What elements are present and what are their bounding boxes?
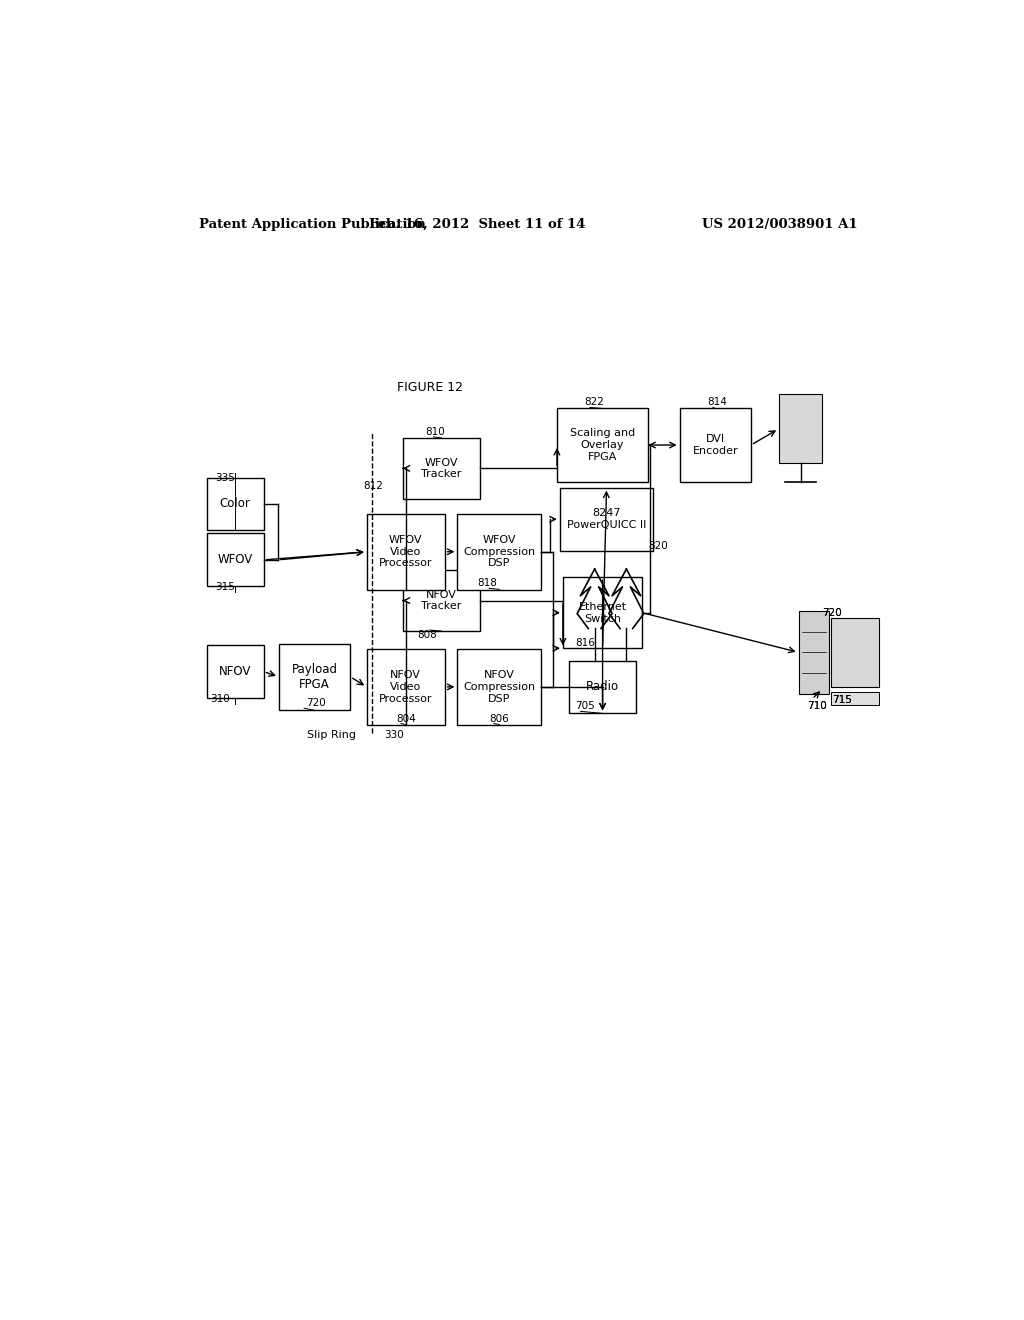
Text: 710: 710 [807, 701, 827, 711]
Text: Scaling and
Overlay
FPGA: Scaling and Overlay FPGA [570, 429, 635, 462]
Text: 810: 810 [426, 426, 445, 437]
FancyBboxPatch shape [367, 513, 444, 590]
Text: 315: 315 [215, 582, 236, 593]
FancyBboxPatch shape [279, 644, 350, 710]
Text: 822: 822 [585, 397, 604, 408]
Text: WFOV: WFOV [217, 553, 253, 566]
Text: 720: 720 [822, 607, 842, 618]
FancyBboxPatch shape [831, 692, 879, 705]
FancyBboxPatch shape [569, 660, 636, 713]
Text: 818: 818 [477, 578, 497, 589]
FancyBboxPatch shape [402, 570, 480, 631]
FancyBboxPatch shape [563, 577, 642, 648]
Text: 310: 310 [210, 694, 229, 704]
Text: 816: 816 [574, 639, 595, 648]
Text: WFOV
Tracker: WFOV Tracker [421, 458, 462, 479]
Text: DVI
Encoder: DVI Encoder [692, 434, 738, 455]
FancyBboxPatch shape [367, 649, 444, 725]
FancyBboxPatch shape [402, 438, 480, 499]
Text: Slip Ring: Slip Ring [306, 730, 355, 739]
Text: 806: 806 [489, 714, 509, 723]
Text: FIGURE 12: FIGURE 12 [396, 380, 463, 393]
Text: 335: 335 [215, 474, 236, 483]
FancyBboxPatch shape [458, 513, 542, 590]
FancyBboxPatch shape [831, 618, 879, 686]
Text: 804: 804 [396, 714, 416, 723]
Text: US 2012/0038901 A1: US 2012/0038901 A1 [702, 218, 858, 231]
FancyBboxPatch shape [680, 408, 751, 482]
Text: 720: 720 [822, 607, 842, 618]
Text: 820: 820 [648, 541, 668, 550]
Text: Feb. 16, 2012  Sheet 11 of 14: Feb. 16, 2012 Sheet 11 of 14 [369, 218, 586, 231]
Text: 710: 710 [807, 701, 827, 711]
Text: 814: 814 [708, 397, 727, 408]
Text: 720: 720 [306, 698, 327, 709]
Text: WFOV
Video
Processor: WFOV Video Processor [379, 535, 432, 569]
Text: NFOV
Video
Processor: NFOV Video Processor [379, 671, 432, 704]
FancyBboxPatch shape [458, 649, 542, 725]
Text: Patent Application Publication: Patent Application Publication [200, 218, 426, 231]
FancyBboxPatch shape [799, 611, 828, 694]
Text: 8247
PowerQUICC II: 8247 PowerQUICC II [567, 508, 646, 531]
FancyBboxPatch shape [207, 533, 264, 586]
Text: Color: Color [220, 498, 251, 511]
Text: Payload
FPGA: Payload FPGA [292, 663, 338, 690]
Text: NFOV
Tracker: NFOV Tracker [421, 590, 462, 611]
Text: 715: 715 [831, 696, 852, 705]
Text: 330: 330 [384, 730, 404, 739]
Text: 715: 715 [831, 696, 852, 705]
Text: 808: 808 [418, 630, 437, 640]
FancyBboxPatch shape [778, 395, 822, 463]
Text: WFOV
Compression
DSP: WFOV Compression DSP [463, 535, 536, 569]
FancyBboxPatch shape [207, 645, 264, 698]
FancyBboxPatch shape [560, 487, 653, 550]
Text: 705: 705 [574, 701, 595, 711]
Text: NFOV
Compression
DSP: NFOV Compression DSP [463, 671, 536, 704]
Text: NFOV: NFOV [219, 665, 251, 678]
Text: Radio: Radio [586, 680, 620, 693]
FancyBboxPatch shape [207, 478, 264, 531]
FancyBboxPatch shape [557, 408, 648, 482]
Text: Ethernet
Switch: Ethernet Switch [579, 602, 627, 623]
Text: 812: 812 [364, 480, 384, 491]
